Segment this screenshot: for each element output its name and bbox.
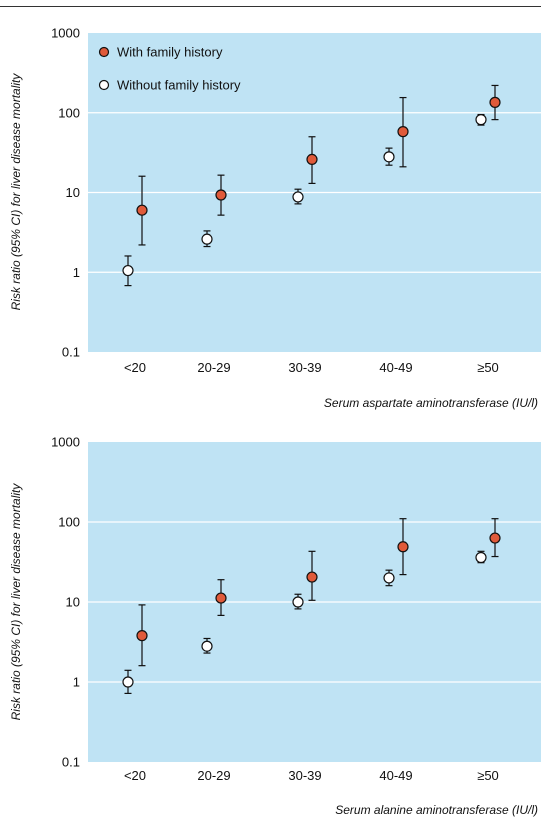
data-point — [215, 592, 227, 604]
series-with-family-history — [136, 84, 501, 246]
x-tick-label: 30-39 — [288, 360, 321, 375]
x-axis-label: Serum alanine aminotransferase (IU/l) — [335, 803, 538, 817]
y-tick-label: 1000 — [51, 435, 80, 450]
data-point — [201, 640, 213, 652]
data-point — [201, 233, 213, 245]
x-axis-label: Serum aspartate aminotransferase (IU/l) — [324, 396, 538, 410]
y-tick-label: 0.1 — [62, 755, 80, 770]
data-point — [306, 153, 318, 166]
legend-label: With family history — [117, 45, 223, 60]
data-point — [122, 264, 134, 277]
y-tick-label: 1 — [73, 265, 80, 280]
data-point — [215, 189, 227, 201]
y-axis-label: Risk ratio (95% CI) for liver disease mo… — [9, 73, 23, 311]
y-tick-label: 10 — [66, 185, 80, 200]
x-tick-label: <20 — [124, 360, 146, 375]
data-point — [475, 551, 487, 564]
series-with-family-history — [136, 518, 501, 667]
y-tick-label: 0.1 — [62, 345, 80, 360]
x-tick-label: ≥50 — [477, 768, 499, 783]
data-point — [136, 204, 148, 216]
data-point — [122, 676, 134, 688]
x-tick-label: 40-49 — [379, 360, 412, 375]
x-tick-label: 30-39 — [288, 768, 321, 783]
data-point — [475, 114, 487, 126]
top-rule — [0, 6, 541, 7]
data-point — [383, 151, 395, 163]
data-point — [489, 96, 501, 108]
y-axis-label: Risk ratio (95% CI) for liver disease mo… — [9, 483, 23, 721]
chart-alanine: 0.1 1 10 100 1000 <20 20-29 30-39 40-49 ≥50 Risk r… — [9, 435, 541, 817]
x-tick-label: ≥50 — [477, 360, 499, 375]
series-without-family-history — [122, 113, 487, 287]
data-point — [306, 571, 318, 583]
x-tick-label: 40-49 — [379, 768, 412, 783]
x-tick-label: 20-29 — [197, 360, 230, 375]
data-point — [292, 596, 304, 608]
data-point — [136, 630, 148, 642]
chart-aspartate: 0.1 1 10 100 1000 <20 20-29 30-39 40-49 ≥50 Risk r… — [9, 26, 541, 410]
series-without-family-history — [122, 550, 487, 695]
data-point — [292, 191, 304, 203]
legend-label: Without family history — [117, 78, 241, 93]
x-tick-label: 20-29 — [197, 768, 230, 783]
y-tick-label: 100 — [58, 105, 80, 120]
x-tick-label: <20 — [124, 768, 146, 783]
data-point — [489, 532, 501, 544]
data-point — [397, 126, 409, 138]
legend-marker-with-family-history — [98, 46, 110, 58]
y-tick-label: 100 — [58, 515, 80, 530]
legend-marker-without-family-history — [98, 79, 110, 91]
legend: With family history Without family histor… — [98, 45, 241, 93]
y-tick-label: 1000 — [51, 26, 80, 41]
y-tick-label: 1 — [73, 675, 80, 690]
data-point — [383, 572, 395, 584]
y-tick-label: 10 — [66, 595, 80, 610]
data-point — [397, 541, 409, 553]
